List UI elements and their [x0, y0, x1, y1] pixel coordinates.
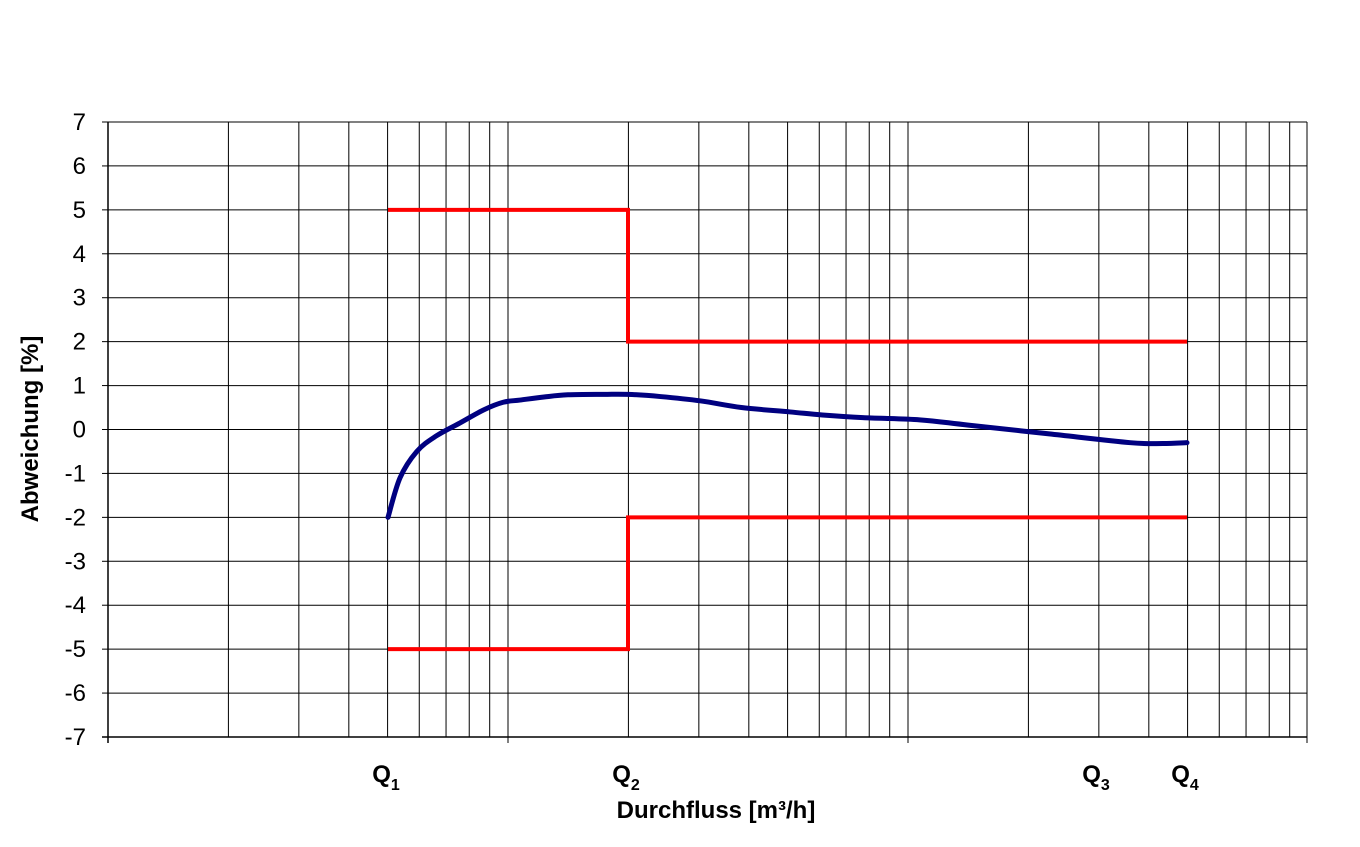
y-tick-label: 1: [73, 373, 86, 400]
y-tick-label: 0: [73, 417, 86, 444]
x-axis-tick-labels: Q1 Q2 Q3 Q4: [372, 761, 1199, 794]
y-tick-label: 6: [73, 153, 86, 180]
x-tick-label-q3: Q3: [1082, 761, 1110, 794]
y-tick-label: -1: [65, 460, 86, 487]
series-line-0: [385, 391, 1190, 520]
y-tick-label: 5: [73, 197, 86, 224]
x-tick-label-q1: Q1: [372, 761, 400, 794]
y-tick-label: 2: [73, 329, 86, 356]
limit-line-lower: [388, 515, 1187, 652]
measurement-series: [385, 391, 1190, 520]
grid-lines: [107, 121, 1307, 738]
y-tick-label: -6: [65, 680, 86, 707]
y-tick-label: 7: [73, 109, 86, 136]
x-axis-title: Durchfluss [m³/h]: [617, 797, 816, 824]
limit-line-upper: [388, 207, 1187, 344]
y-tick-label: -2: [65, 504, 86, 531]
plot-frame: [102, 121, 1308, 743]
y-tick-label: 4: [73, 241, 86, 268]
y-axis-title: Abweichung [%]: [17, 336, 44, 523]
y-tick-label: -5: [65, 636, 86, 663]
y-axis-tick-labels: 7 6 5 4 3 2 1 0 -1 -2 -3 -4 -5 -6 -7: [65, 109, 86, 751]
y-tick-label: 3: [73, 285, 86, 312]
y-tick-label: -3: [65, 548, 86, 575]
x-tick-label-q4: Q4: [1171, 761, 1199, 794]
y-tick-label: -7: [65, 724, 86, 751]
y-tick-label: -4: [65, 592, 86, 619]
error-limit-lines: [388, 207, 1187, 652]
x-tick-label-q2: Q2: [612, 761, 640, 794]
